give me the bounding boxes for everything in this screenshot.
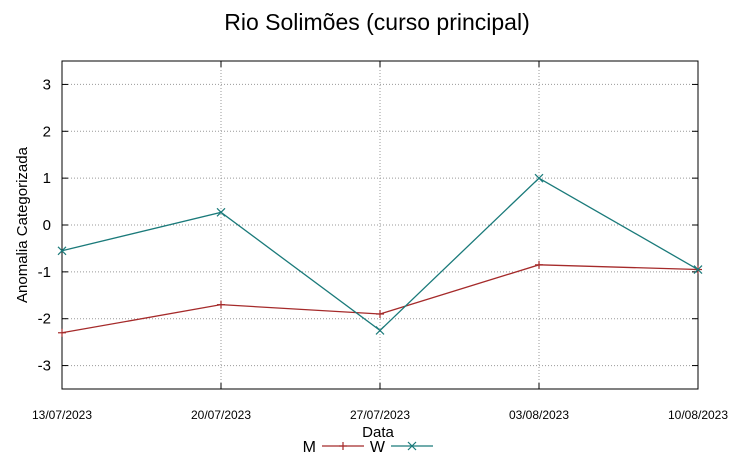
series-layer (57, 173, 703, 337)
y-tick-label: -3 (38, 358, 51, 375)
x-tick-label: 03/08/2023 (509, 408, 569, 422)
data-point-w (693, 265, 703, 274)
y-tick-label: 2 (43, 123, 51, 140)
y-tick-label: 3 (43, 76, 51, 93)
x-tick-label: 20/07/2023 (191, 408, 251, 422)
x-axis: 13/07/2023 20/07/2023 27/07/2023 03/08/2023… (32, 61, 728, 422)
legend-marker-w (407, 441, 417, 451)
y-tick-label: 0 (43, 217, 51, 234)
y-tick-label: -1 (38, 264, 51, 281)
data-point-w (57, 246, 67, 256)
chart-title: Rio Solimões (curso principal) (224, 9, 530, 35)
data-point-m (58, 328, 66, 337)
x-tick-label: 13/07/2023 (32, 408, 92, 422)
data-point-m (535, 260, 543, 269)
data-point-w (216, 207, 226, 217)
data-point-m (376, 310, 384, 319)
y-tick-label: 1 (43, 170, 51, 187)
legend-label-m: M (303, 439, 316, 456)
grid (61, 61, 699, 389)
legend-marker-m (339, 442, 347, 450)
y-axis: 3 2 1 0 -1 -2 -3 (38, 76, 698, 375)
y-tick-label: -2 (38, 311, 51, 328)
data-point-w (534, 173, 544, 183)
legend-label-w: W (370, 439, 386, 456)
y-axis-label: Anomalia Categorizada (14, 146, 31, 303)
x-tick-label: 10/08/2023 (668, 408, 728, 422)
x-tick-label: 27/07/2023 (350, 408, 410, 422)
data-point-w (375, 326, 385, 335)
x-axis-label: Data (362, 424, 394, 441)
data-point-m (217, 300, 225, 309)
